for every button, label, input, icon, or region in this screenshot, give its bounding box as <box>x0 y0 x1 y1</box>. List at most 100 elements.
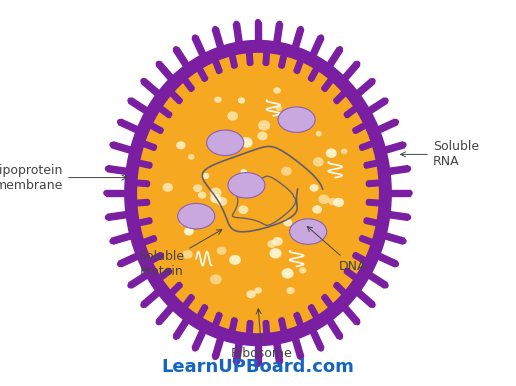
Ellipse shape <box>267 240 276 248</box>
Polygon shape <box>156 306 173 324</box>
Polygon shape <box>294 60 303 73</box>
Ellipse shape <box>308 77 314 82</box>
Polygon shape <box>141 291 159 307</box>
Ellipse shape <box>103 190 109 196</box>
Polygon shape <box>367 200 379 206</box>
Ellipse shape <box>326 149 337 158</box>
Ellipse shape <box>382 97 389 103</box>
Polygon shape <box>274 23 283 42</box>
Ellipse shape <box>150 66 366 320</box>
Ellipse shape <box>192 34 198 41</box>
Ellipse shape <box>354 319 361 325</box>
Ellipse shape <box>318 345 324 352</box>
Polygon shape <box>192 36 205 56</box>
Ellipse shape <box>228 173 265 198</box>
Ellipse shape <box>358 145 364 151</box>
Polygon shape <box>233 344 242 363</box>
Ellipse shape <box>240 169 247 174</box>
Polygon shape <box>343 62 360 80</box>
Polygon shape <box>247 322 253 334</box>
Polygon shape <box>107 212 126 220</box>
Ellipse shape <box>189 87 195 92</box>
Ellipse shape <box>277 359 283 365</box>
Ellipse shape <box>299 267 307 274</box>
Polygon shape <box>368 273 388 288</box>
Ellipse shape <box>283 219 292 226</box>
Polygon shape <box>137 180 149 186</box>
Ellipse shape <box>278 107 315 132</box>
Ellipse shape <box>210 274 222 284</box>
Polygon shape <box>141 79 159 95</box>
Ellipse shape <box>254 287 262 294</box>
Ellipse shape <box>207 130 244 156</box>
Ellipse shape <box>337 334 343 340</box>
Ellipse shape <box>333 99 338 104</box>
Ellipse shape <box>263 319 269 325</box>
Ellipse shape <box>289 219 327 244</box>
Ellipse shape <box>247 61 253 67</box>
Ellipse shape <box>310 184 318 192</box>
Ellipse shape <box>287 120 296 127</box>
Ellipse shape <box>369 78 376 84</box>
Polygon shape <box>293 339 304 358</box>
Ellipse shape <box>405 214 411 220</box>
Polygon shape <box>143 141 156 151</box>
Ellipse shape <box>210 188 222 198</box>
Ellipse shape <box>273 87 281 94</box>
Ellipse shape <box>173 46 179 52</box>
Ellipse shape <box>152 145 158 151</box>
Ellipse shape <box>281 167 292 176</box>
Ellipse shape <box>333 282 338 287</box>
Ellipse shape <box>328 198 337 205</box>
Ellipse shape <box>193 184 202 192</box>
Polygon shape <box>173 47 189 66</box>
Ellipse shape <box>272 237 283 246</box>
Polygon shape <box>197 305 208 318</box>
Polygon shape <box>357 79 375 95</box>
Ellipse shape <box>210 194 221 203</box>
Polygon shape <box>321 78 333 91</box>
Polygon shape <box>139 160 151 168</box>
Polygon shape <box>344 268 357 280</box>
Polygon shape <box>293 28 304 47</box>
Ellipse shape <box>180 220 187 226</box>
Ellipse shape <box>158 252 164 258</box>
Text: DNA: DNA <box>307 227 366 273</box>
Polygon shape <box>343 306 360 324</box>
Ellipse shape <box>255 361 261 367</box>
Polygon shape <box>230 55 237 67</box>
Polygon shape <box>279 55 286 67</box>
Ellipse shape <box>105 214 111 220</box>
Ellipse shape <box>365 200 370 205</box>
Ellipse shape <box>363 218 368 223</box>
Polygon shape <box>111 233 131 244</box>
Polygon shape <box>230 319 237 331</box>
Ellipse shape <box>298 26 304 32</box>
Polygon shape <box>365 218 377 226</box>
Polygon shape <box>390 166 409 174</box>
Ellipse shape <box>229 255 241 265</box>
Polygon shape <box>279 319 286 331</box>
Ellipse shape <box>354 61 361 67</box>
Polygon shape <box>368 98 388 113</box>
Polygon shape <box>365 160 377 168</box>
Ellipse shape <box>202 77 208 82</box>
Ellipse shape <box>148 163 153 168</box>
Ellipse shape <box>184 227 194 235</box>
Ellipse shape <box>343 113 349 118</box>
Ellipse shape <box>316 131 322 136</box>
Polygon shape <box>173 320 189 339</box>
Polygon shape <box>360 141 373 151</box>
Ellipse shape <box>257 132 268 141</box>
Ellipse shape <box>282 268 294 279</box>
Ellipse shape <box>365 181 370 186</box>
Ellipse shape <box>321 87 327 92</box>
Polygon shape <box>327 320 343 339</box>
Polygon shape <box>390 212 409 220</box>
Ellipse shape <box>233 359 239 365</box>
Ellipse shape <box>318 34 324 41</box>
Ellipse shape <box>269 248 282 259</box>
Polygon shape <box>255 345 261 364</box>
Ellipse shape <box>188 154 195 160</box>
Ellipse shape <box>393 119 399 125</box>
